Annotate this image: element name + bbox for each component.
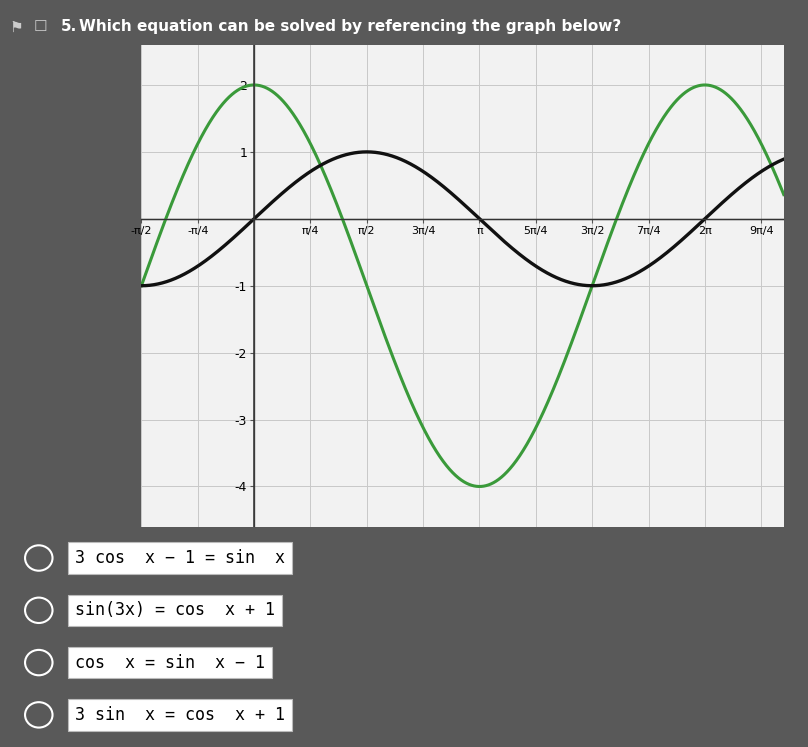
Text: Which equation can be solved by referencing the graph below?: Which equation can be solved by referenc… <box>79 19 621 34</box>
Text: cos  x = sin  x − 1: cos x = sin x − 1 <box>75 654 265 672</box>
Text: 5.: 5. <box>61 19 77 34</box>
Text: ☐: ☐ <box>34 19 48 34</box>
Text: 3 cos  x − 1 = sin  x: 3 cos x − 1 = sin x <box>75 549 285 567</box>
Text: ⚑: ⚑ <box>10 19 23 34</box>
Text: 3 sin  x = cos  x + 1: 3 sin x = cos x + 1 <box>75 706 285 724</box>
Text: sin(3x) = cos  x + 1: sin(3x) = cos x + 1 <box>75 601 276 619</box>
